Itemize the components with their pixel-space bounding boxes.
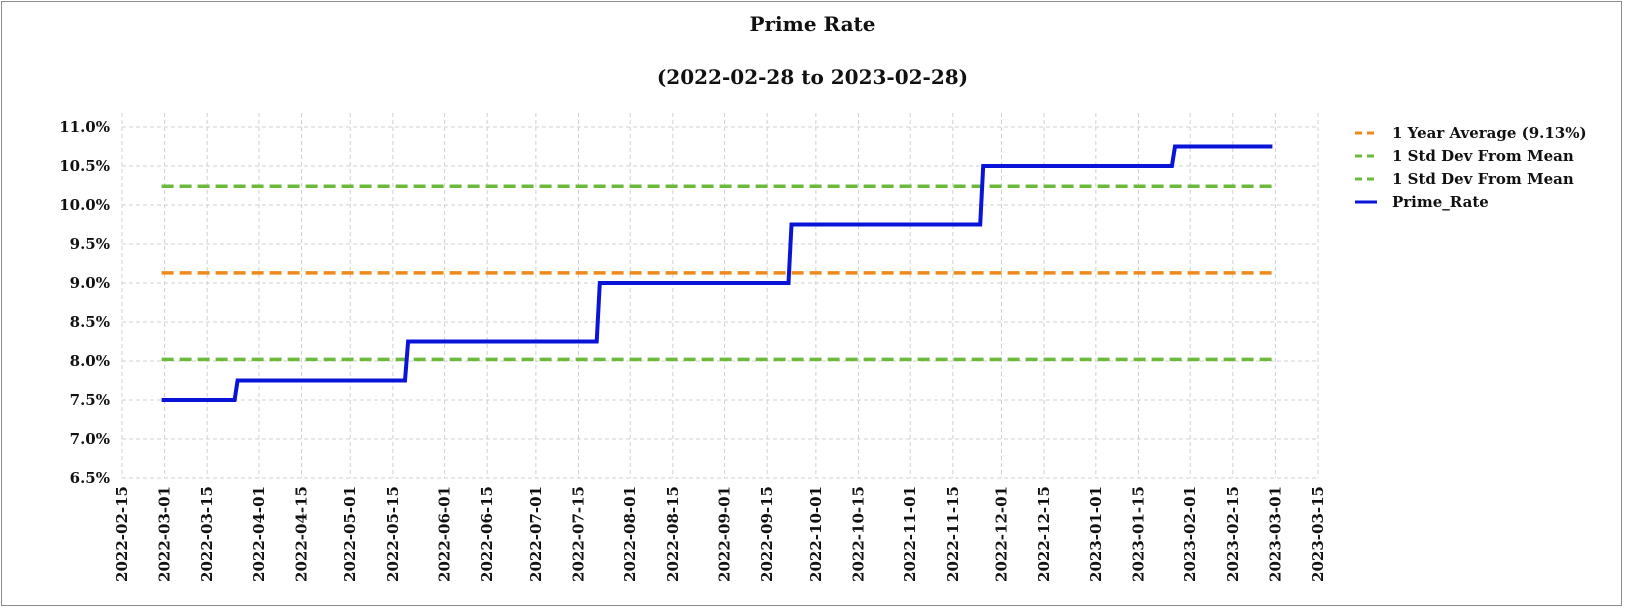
x-tick-label: 2022-07-01 — [527, 486, 545, 582]
x-tick-label: 2022-11-01 — [901, 486, 919, 582]
y-tick-label: 10.5% — [59, 157, 110, 175]
x-tick-label: 2022-12-01 — [993, 486, 1011, 582]
y-tick-label: 7.0% — [70, 430, 110, 448]
y-tick-label: 8.0% — [70, 352, 110, 370]
x-tick-label: 2022-06-01 — [436, 486, 454, 582]
x-tick-label: 2022-08-01 — [621, 486, 639, 582]
y-tick-label: 7.5% — [70, 391, 110, 409]
y-tick-label: 6.5% — [70, 469, 110, 487]
x-tick-label: 2023-03-15 — [1309, 486, 1327, 582]
y-tick-label: 11.0% — [59, 118, 110, 136]
legend-label: 1 Std Dev From Mean — [1392, 147, 1574, 165]
y-tick-label: 9.0% — [70, 274, 110, 292]
chart-subtitle: (2022-02-28 to 2023-02-28) — [656, 65, 969, 89]
x-tick-label: 2023-01-01 — [1087, 486, 1105, 582]
x-tick-label: 2022-04-01 — [250, 486, 268, 582]
x-tick-label: 2022-10-01 — [807, 486, 825, 582]
x-tick-label: 2022-05-15 — [384, 486, 402, 582]
x-tick-label: 2023-03-01 — [1266, 486, 1284, 582]
x-tick-label: 2022-11-15 — [944, 486, 962, 582]
legend-label: Prime_Rate — [1392, 193, 1489, 211]
chart-title: Prime Rate — [749, 12, 876, 36]
prime-rate-line — [161, 144, 1273, 402]
x-tick-label: 2023-02-01 — [1181, 486, 1199, 582]
x-tick-label: 2022-03-01 — [156, 486, 174, 582]
y-tick-label: 9.5% — [70, 235, 110, 253]
x-tick-label: 2022-06-15 — [478, 486, 496, 582]
x-tick-label: 2022-09-01 — [716, 486, 734, 582]
legend: 1 Year Average (9.13%) 1 Std Dev From Mea… — [1355, 124, 1587, 211]
x-tick-label: 2022-08-15 — [664, 486, 682, 582]
y-tick-label: 10.0% — [59, 196, 110, 214]
x-tick-label: 2022-12-15 — [1035, 486, 1053, 582]
x-tick-label: 2022-07-15 — [569, 486, 587, 582]
x-axis-ticks: 2022-02-15 2022-03-01 2022-03-15 2022-04-01… — [113, 486, 1327, 582]
x-tick-label: 2022-02-15 — [113, 486, 131, 582]
legend-label: 1 Year Average (9.13%) — [1392, 124, 1587, 142]
legend-label: 1 Std Dev From Mean — [1392, 170, 1574, 188]
x-tick-label: 2023-02-15 — [1224, 486, 1242, 582]
y-axis-ticks: 6.5% 7.0% 7.5% 8.0% 8.5% 9.0% 9.5% 10.0% 10.5% 11… — [59, 118, 110, 487]
x-tick-label: 2022-05-01 — [341, 486, 359, 582]
x-tick-label: 2022-04-15 — [293, 486, 311, 582]
y-tick-label: 8.5% — [70, 313, 110, 331]
x-tick-label: 2022-10-15 — [849, 486, 867, 582]
series — [161, 144, 1273, 402]
x-tick-label: 2022-03-15 — [198, 486, 216, 582]
x-tick-label: 2023-01-15 — [1129, 486, 1147, 582]
x-tick-label: 2022-09-15 — [758, 486, 776, 582]
